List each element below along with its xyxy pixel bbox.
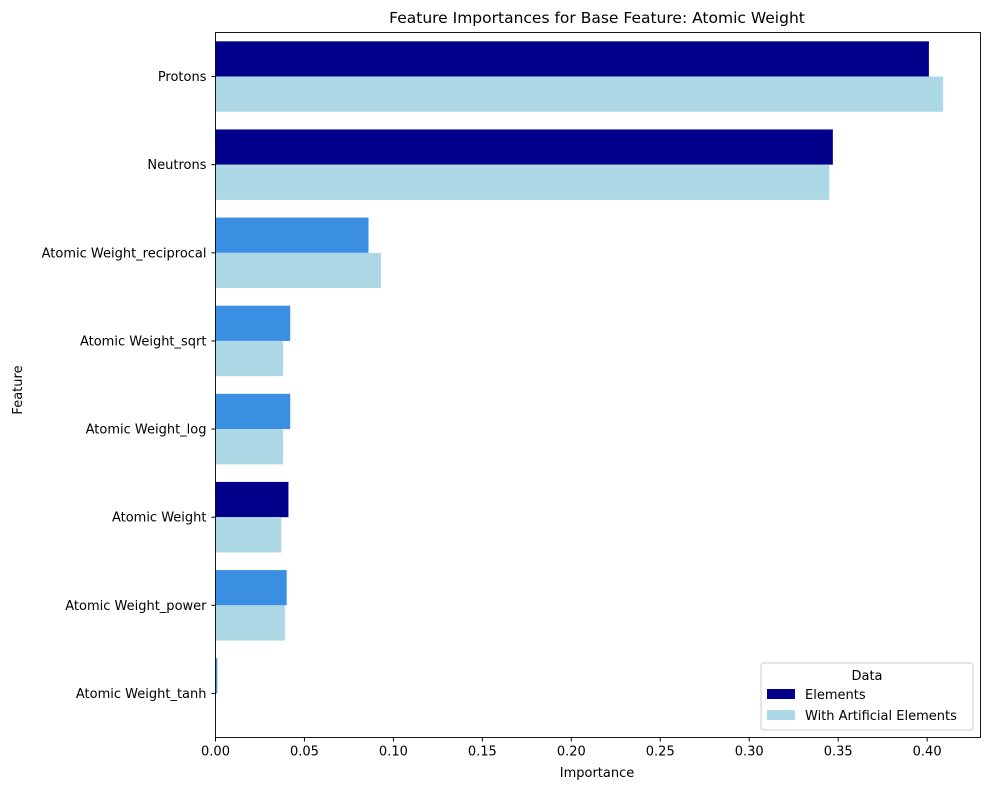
bar-artificial-2: [215, 252, 381, 289]
bar-artificial-1: [215, 164, 830, 200]
plot-frame: [215, 32, 981, 738]
bar-artificial-6: [215, 605, 285, 641]
legend-swatch-elements: [767, 689, 795, 699]
bar-artificial-0: [215, 76, 944, 112]
legend-label-artificial: With Artificial Elements: [805, 709, 957, 724]
y-tick-label: Atomic Weight_sqrt: [80, 334, 207, 349]
bar-artificial-4: [215, 429, 284, 465]
x-tick-label: 0.10: [379, 745, 408, 760]
bar-elements-1: [215, 129, 833, 165]
bar-elements-6: [215, 570, 287, 606]
x-tick-label: 0.00: [201, 745, 230, 760]
legend-title: Data: [851, 669, 882, 684]
y-tick-label: Atomic Weight_tanh: [76, 687, 207, 702]
x-tick-label: 0.15: [468, 745, 497, 760]
y-tick-labels: Protons Neutrons Atomic Weight_reciprocal A…: [42, 70, 216, 702]
bar-artificial-3: [215, 340, 284, 377]
x-tick-label: 0.40: [913, 745, 942, 760]
x-axis-label: Importance: [560, 766, 635, 781]
x-tick-labels: 0.00 0.05 0.10 0.15 0.20 0.25 0.30 0.35 0.40: [201, 737, 942, 760]
bar-elements-3: [215, 305, 291, 341]
legend-label-elements: Elements: [805, 688, 866, 703]
x-tick-label: 0.30: [735, 745, 764, 760]
bar-artificial-5: [215, 517, 282, 553]
bars-group: [215, 41, 944, 694]
y-axis-label: Feature: [11, 365, 26, 414]
legend-swatch-artificial: [767, 710, 795, 720]
y-tick-label: Atomic Weight_log: [86, 423, 207, 438]
chart-title: Feature Importances for Base Feature: At…: [389, 9, 805, 27]
bar-elements-7: [215, 658, 218, 694]
x-tick-label: 0.25: [646, 745, 675, 760]
x-tick-label: 0.05: [290, 745, 319, 760]
y-tick-label: Atomic Weight_power: [65, 599, 207, 614]
x-tick-label: 0.35: [824, 745, 853, 760]
bar-elements-5: [215, 481, 289, 518]
y-tick-label: Neutrons: [147, 158, 206, 173]
bar-elements-4: [215, 393, 291, 430]
legend-box: [760, 662, 974, 731]
bar-elements-0: [215, 41, 929, 77]
legend: Data Elements With Artificial Elements: [760, 662, 974, 731]
y-tick-label: Atomic Weight_reciprocal: [42, 246, 207, 261]
x-tick-label: 0.20: [557, 745, 586, 760]
bar-elements-2: [215, 217, 369, 253]
y-tick-label: Protons: [158, 70, 207, 85]
y-tick-label: Atomic Weight: [112, 511, 207, 526]
